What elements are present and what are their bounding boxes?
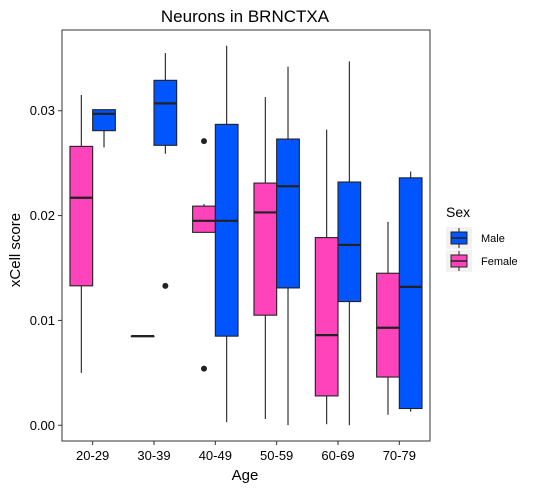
- legend-entry-female: Female: [446, 250, 518, 272]
- legend-label: Male: [481, 233, 505, 245]
- x-tick-label: 40-49: [199, 448, 232, 463]
- y-tick-label: 0.00: [30, 418, 55, 433]
- boxplot-male-70-79: [398, 171, 423, 412]
- x-axis: 20-29 30-39 40-49 50-59 60-69 70-79: [76, 441, 416, 463]
- x-tick-label: 70-79: [383, 448, 416, 463]
- y-tick-label: 0.01: [30, 313, 55, 328]
- x-tick-label: 30-39: [137, 448, 170, 463]
- y-tick-label: 0.03: [30, 103, 55, 118]
- legend-title: Sex: [446, 204, 470, 220]
- boxplot-female-70-79: [376, 221, 400, 415]
- legend-label: Female: [481, 256, 518, 268]
- box: [337, 181, 362, 303]
- box: [253, 182, 278, 316]
- legend-entry-male: Male: [446, 227, 505, 249]
- y-axis-title: xCell score: [7, 213, 24, 287]
- boxplot-male-60-69: [337, 61, 362, 426]
- box: [214, 123, 239, 337]
- boxplot-male-50-59: [276, 66, 300, 426]
- y-tick-label: 0.02: [30, 208, 55, 223]
- chart-title: Neurons in BRNCTXA: [161, 7, 330, 26]
- outlier-point: [200, 138, 207, 145]
- boxplot-female-50-59: [253, 97, 278, 419]
- boxplot-male-40-49: [214, 45, 239, 423]
- boxplot-female-30-39: [130, 335, 155, 338]
- boxplot-female-20-29: [69, 95, 94, 373]
- x-axis-title: Age: [232, 467, 259, 484]
- outlier-point: [162, 282, 169, 289]
- box: [376, 272, 400, 378]
- x-tick-label: 60-69: [321, 448, 354, 463]
- box: [314, 237, 339, 397]
- boxplot-female-60-69: [314, 129, 339, 425]
- box: [192, 205, 216, 233]
- box: [69, 145, 94, 287]
- plot-marks: [69, 45, 423, 426]
- plot-panel: [61, 29, 431, 442]
- legend: Sex Male Female: [446, 204, 518, 272]
- outlier-point: [200, 365, 207, 372]
- boxplot-male-30-39: [153, 53, 178, 289]
- box: [398, 177, 423, 410]
- box: [153, 79, 178, 146]
- boxplot-male-20-29: [92, 109, 116, 148]
- x-tick-label: 50-59: [260, 448, 293, 463]
- box: [276, 138, 300, 289]
- y-axis: 0.00 0.01 0.02 0.03: [30, 103, 62, 433]
- x-tick-label: 20-29: [76, 448, 109, 463]
